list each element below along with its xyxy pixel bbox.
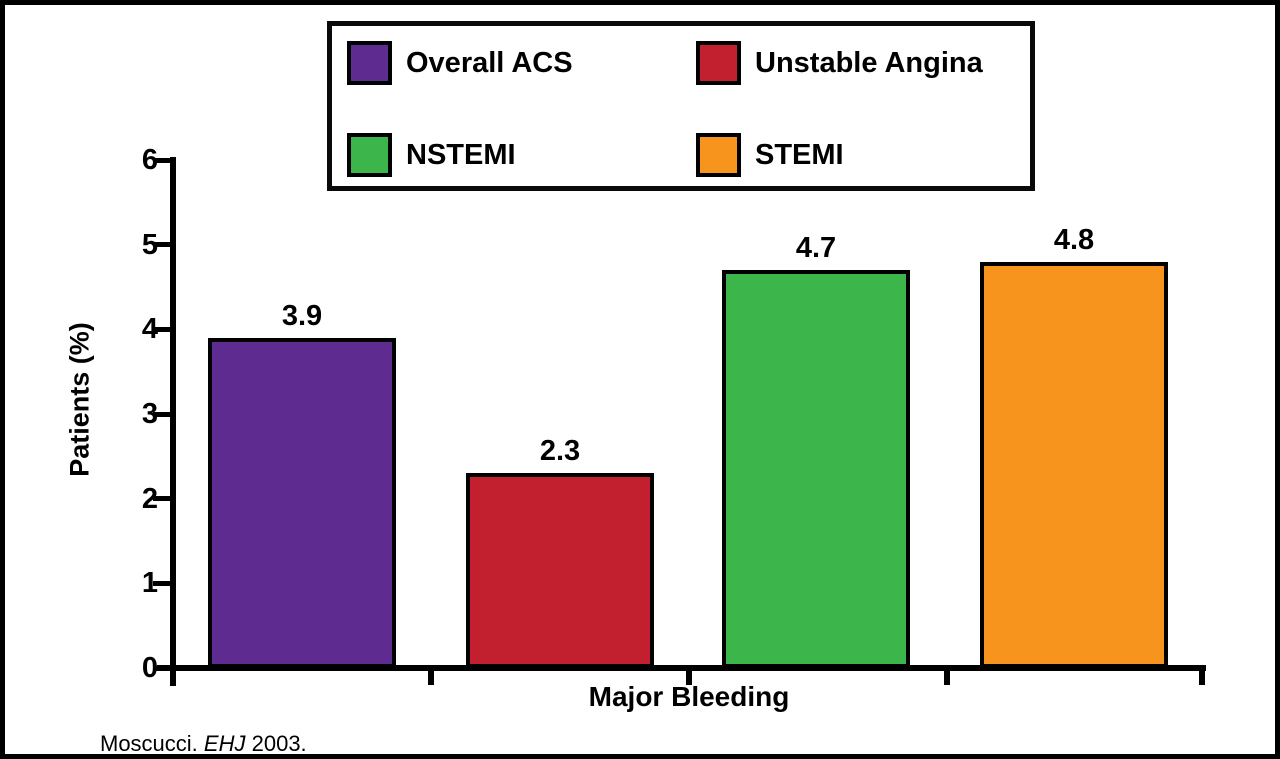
bar-nstemi — [722, 270, 910, 668]
y-axis-line — [170, 157, 176, 686]
x-tick — [428, 665, 434, 685]
citation-journal: EHJ — [203, 731, 246, 756]
y-tick — [153, 242, 173, 248]
y-tick-label: 0 — [141, 652, 158, 684]
citation-author: Moscucci. — [100, 731, 198, 756]
bar-value-label: 4.8 — [1053, 224, 1095, 256]
x-tick — [1199, 665, 1205, 685]
x-axis-line — [157, 665, 1206, 671]
legend-swatch-nstemi — [347, 133, 392, 177]
y-tick — [153, 580, 173, 586]
bar-stemi — [980, 262, 1168, 668]
bar-value-label: 3.9 — [281, 300, 323, 332]
y-tick — [153, 326, 173, 332]
y-tick — [153, 411, 173, 417]
y-tick — [153, 496, 173, 502]
legend-label: NSTEMI — [406, 138, 516, 171]
bar-unstable-angina — [466, 473, 654, 668]
x-tick — [686, 665, 692, 685]
y-axis-title: Patients (%) — [64, 322, 95, 477]
x-tick — [170, 665, 176, 685]
y-tick-label: 1 — [141, 567, 158, 600]
y-tick — [153, 665, 173, 671]
bar-value-label: 2.3 — [539, 435, 581, 467]
citation-year: 2003. — [251, 731, 307, 756]
legend-label: Overall ACS — [406, 46, 573, 79]
y-tick — [153, 157, 173, 163]
bar-overall-acs — [208, 338, 396, 668]
y-tick-label: 3 — [141, 398, 158, 430]
legend: Overall ACS Unstable Angina NSTEMI STEMI — [327, 21, 1035, 191]
legend-item-stemi: STEMI — [696, 133, 844, 177]
legend-swatch-stemi — [696, 133, 741, 177]
legend-swatch-overall-acs — [347, 41, 392, 85]
x-axis-label: Major Bleeding — [588, 681, 790, 712]
bar-value-label: 4.7 — [795, 232, 837, 264]
citation: Moscucci. EHJ 2003. — [100, 731, 307, 756]
legend-item-nstemi: NSTEMI — [347, 133, 516, 177]
y-tick-label: 6 — [141, 144, 158, 176]
legend-label: STEMI — [755, 138, 844, 171]
y-tick-label: 4 — [141, 313, 158, 346]
legend-item-overall-acs: Overall ACS — [347, 41, 573, 85]
legend-swatch-unstable-angina — [696, 41, 741, 85]
legend-label: Unstable Angina — [755, 46, 983, 79]
y-tick-label: 5 — [141, 228, 158, 261]
y-tick-label: 2 — [141, 482, 158, 515]
legend-item-unstable-angina: Unstable Angina — [696, 41, 983, 85]
x-tick — [944, 665, 950, 685]
